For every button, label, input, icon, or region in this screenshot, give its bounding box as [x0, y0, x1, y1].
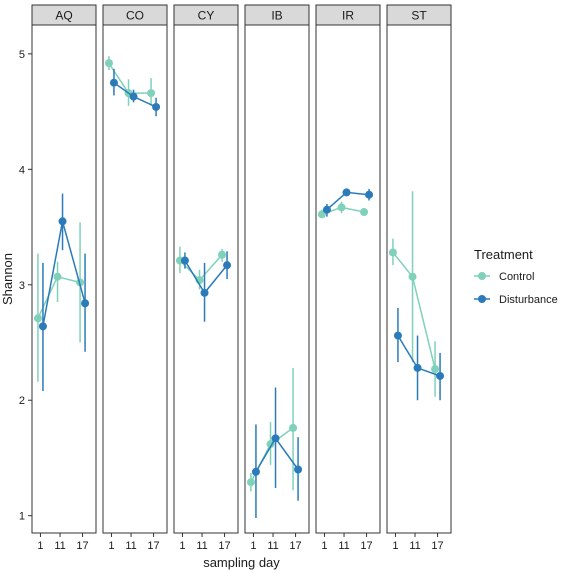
data-point [58, 217, 67, 226]
facet-panel-frame [386, 24, 452, 534]
facet-panel-cy: CY1 11 17 [173, 4, 239, 552]
facet-panel-st: ST1 11 17 [386, 4, 452, 552]
facet-strip-label: AQ [55, 9, 72, 23]
series-disturbance [109, 68, 161, 117]
data-point [289, 423, 298, 432]
x-tick-label: 17 [218, 540, 230, 552]
facet-strip-label: CY [198, 9, 215, 23]
data-point [271, 434, 280, 443]
x-tick-label: 17 [431, 540, 443, 552]
facet-panel-ir: IR1 11 17 [315, 4, 381, 552]
legend: Treatment Control Disturbance [474, 247, 558, 306]
data-point [246, 478, 255, 487]
data-point [33, 314, 42, 323]
y-tick-label: 3 [19, 280, 25, 292]
x-tick-label: 11 [409, 540, 420, 552]
data-point [147, 89, 156, 98]
data-point [337, 203, 346, 212]
data-point [104, 59, 113, 68]
data-point [109, 78, 118, 87]
y-tick-label: 4 [19, 164, 25, 176]
facet-panel-frame [244, 24, 310, 534]
data-point [81, 299, 90, 308]
data-point [200, 288, 209, 297]
y-axis-title: Shannon [0, 253, 15, 305]
x-tick-label: 1 [179, 540, 185, 552]
legend-title: Treatment [474, 247, 533, 262]
data-point [342, 188, 351, 197]
facet-panel-co: CO1 11 17 [102, 4, 168, 552]
facet-strip-label: ST [411, 9, 427, 23]
x-axis-title: sampling day [203, 555, 280, 570]
x-tick-label: 1 [250, 540, 256, 552]
data-point [388, 248, 397, 257]
data-point [393, 331, 402, 340]
facet-strip-label: IR [342, 9, 354, 23]
facet-strip-label: CO [126, 9, 144, 23]
legend-item-disturbance: Disturbance [474, 294, 558, 306]
x-tick-label: 11 [267, 540, 278, 552]
series-disturbance [393, 307, 445, 401]
x-tick-label: 11 [54, 540, 65, 552]
x-tick-label: 1 [392, 540, 398, 552]
facet-panel-ib: IB1 11 17 [244, 4, 310, 552]
data-point [218, 250, 227, 259]
legend-item-control: Control [474, 271, 534, 283]
series-disturbance [322, 188, 374, 217]
x-tick-label: 1 [37, 540, 43, 552]
y-tick-label: 2 [19, 395, 25, 407]
data-point [413, 363, 422, 372]
data-point [251, 467, 260, 476]
facet-panel-frame [102, 24, 168, 534]
x-tick-label: 17 [360, 540, 372, 552]
data-point [152, 102, 161, 111]
facet-strip-label: IB [271, 9, 282, 23]
data-point [322, 205, 331, 214]
x-tick-label: 17 [76, 540, 88, 552]
data-point [223, 261, 232, 270]
data-point [180, 256, 189, 265]
facet-panel-frame [173, 24, 239, 534]
data-point [365, 190, 374, 199]
legend-label: Disturbance [499, 294, 558, 306]
data-point [38, 322, 47, 331]
x-tick-label: 1 [321, 540, 327, 552]
x-tick-label: 17 [147, 540, 159, 552]
facet-panel-aq: AQ1 11 17 [31, 4, 97, 552]
data-point [53, 272, 62, 281]
legend-label: Control [499, 271, 534, 283]
data-point [360, 208, 369, 217]
series-control [388, 191, 440, 397]
data-point [408, 272, 417, 281]
legend-key-point [478, 272, 486, 280]
data-point [436, 371, 445, 380]
legend-key-point [478, 295, 486, 303]
series-disturbance [180, 251, 232, 322]
facet-panel-frame [315, 24, 381, 534]
y-tick-label: 5 [19, 49, 25, 61]
x-tick-label: 11 [196, 540, 207, 552]
data-point [129, 92, 138, 101]
x-tick-label: 1 [108, 540, 114, 552]
data-point [294, 465, 303, 474]
series-disturbance [38, 193, 90, 391]
data-point [431, 365, 440, 374]
x-tick-label: 17 [289, 540, 301, 552]
x-tick-label: 11 [125, 540, 136, 552]
y-axis: 1 2 3 4 5 [19, 49, 32, 523]
x-tick-label: 11 [338, 540, 349, 552]
series-disturbance [251, 387, 303, 518]
y-tick-label: 1 [19, 511, 25, 523]
